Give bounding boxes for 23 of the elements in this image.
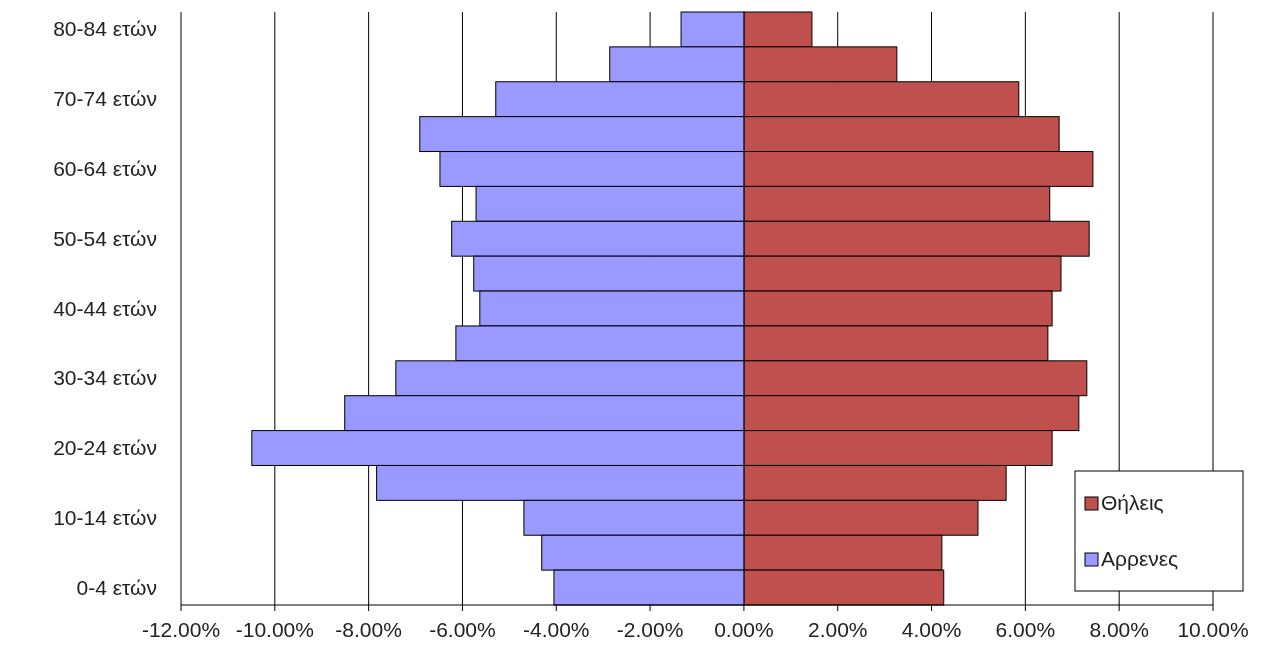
x-tick-label: -6.00% <box>429 618 496 641</box>
y-tick-label: 20-24 ετών <box>53 436 157 460</box>
x-tick-label: 0.00% <box>714 618 774 641</box>
x-tick-label: -12.00% <box>141 618 221 641</box>
x-tick-label: 10.00% <box>1177 618 1249 641</box>
y-tick-label: 0-4 ετών <box>76 575 157 599</box>
y-tick-label: 60-64 ετών <box>53 156 157 180</box>
x-tick-label: 8.00% <box>1089 618 1149 641</box>
legend-label: Θήλεις <box>1101 491 1164 514</box>
y-tick-label: 10-14 ετών <box>53 505 157 529</box>
y-tick-label: 40-44 ετών <box>53 296 157 320</box>
y-tick-label: 70-74 ετών <box>53 87 157 111</box>
y-tick-label: 80-84 ετών <box>53 17 157 41</box>
x-tick-label: 2.00% <box>807 618 868 641</box>
y-tick-label: 50-54 ετών <box>53 226 157 250</box>
x-tick-label: 6.00% <box>995 618 1056 641</box>
x-tick-label: -8.00% <box>335 618 402 641</box>
x-tick-label: 4.00% <box>901 618 962 641</box>
y-tick-label: 30-34 ετών <box>53 366 157 390</box>
x-tick-label: -10.00% <box>235 618 314 641</box>
x-tick-label: -2.00% <box>616 618 684 641</box>
x-tick-label: -4.00% <box>523 618 590 641</box>
legend-label: Αρρενες <box>1101 547 1179 570</box>
